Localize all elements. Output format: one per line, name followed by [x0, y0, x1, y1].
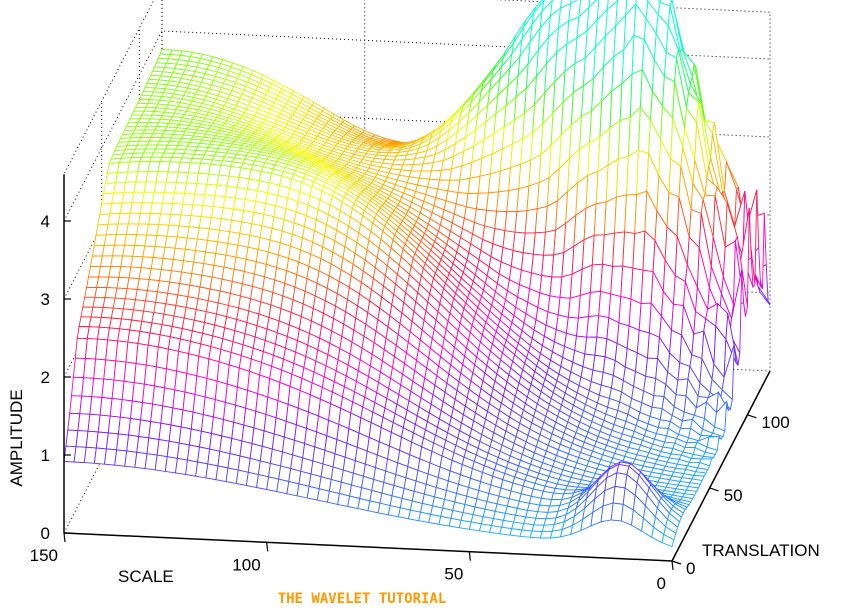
surface-mesh	[63, 0, 771, 548]
tick-labels: 0 1 2 3 4 150 100 50 0 0 50 100	[30, 212, 790, 593]
scale-axis-line	[63, 532, 673, 562]
translation-tick-mark	[747, 414, 757, 419]
scale-tick-mark	[671, 560, 674, 571]
watermark-text: THE WAVELET TUTORIAL	[278, 591, 447, 607]
translation-tick-label: 100	[761, 413, 789, 432]
scale-axis-label: SCALE	[118, 567, 174, 586]
scale-tick-label: 0	[657, 574, 666, 593]
translation-tick-label: 50	[724, 486, 743, 505]
z-tick-label: 0	[41, 524, 50, 543]
scale-tick-label: 50	[444, 565, 463, 584]
scale-tick-mark	[63, 532, 66, 543]
z-tick-label: 1	[41, 446, 50, 465]
translation-tick-mark	[671, 560, 682, 565]
translation-tick-mark	[709, 487, 719, 492]
z-tick-label: 3	[41, 290, 50, 309]
z-tick-label: 4	[41, 212, 50, 231]
z-tick-label: 2	[41, 368, 50, 387]
z-axis-label: AMPLITUDE	[7, 389, 26, 486]
scale-tick-mark	[468, 551, 471, 561]
translation-axis-line	[671, 370, 771, 562]
surface-cell	[661, 533, 675, 548]
scale-tick-label: 150	[30, 546, 58, 565]
translation-axis-label: TRANSLATION	[702, 541, 820, 560]
translation-tick-label: 0	[686, 559, 695, 578]
scale-tick-label: 100	[232, 555, 260, 574]
axis-lines	[63, 174, 771, 562]
scale-tick-mark	[266, 542, 269, 552]
